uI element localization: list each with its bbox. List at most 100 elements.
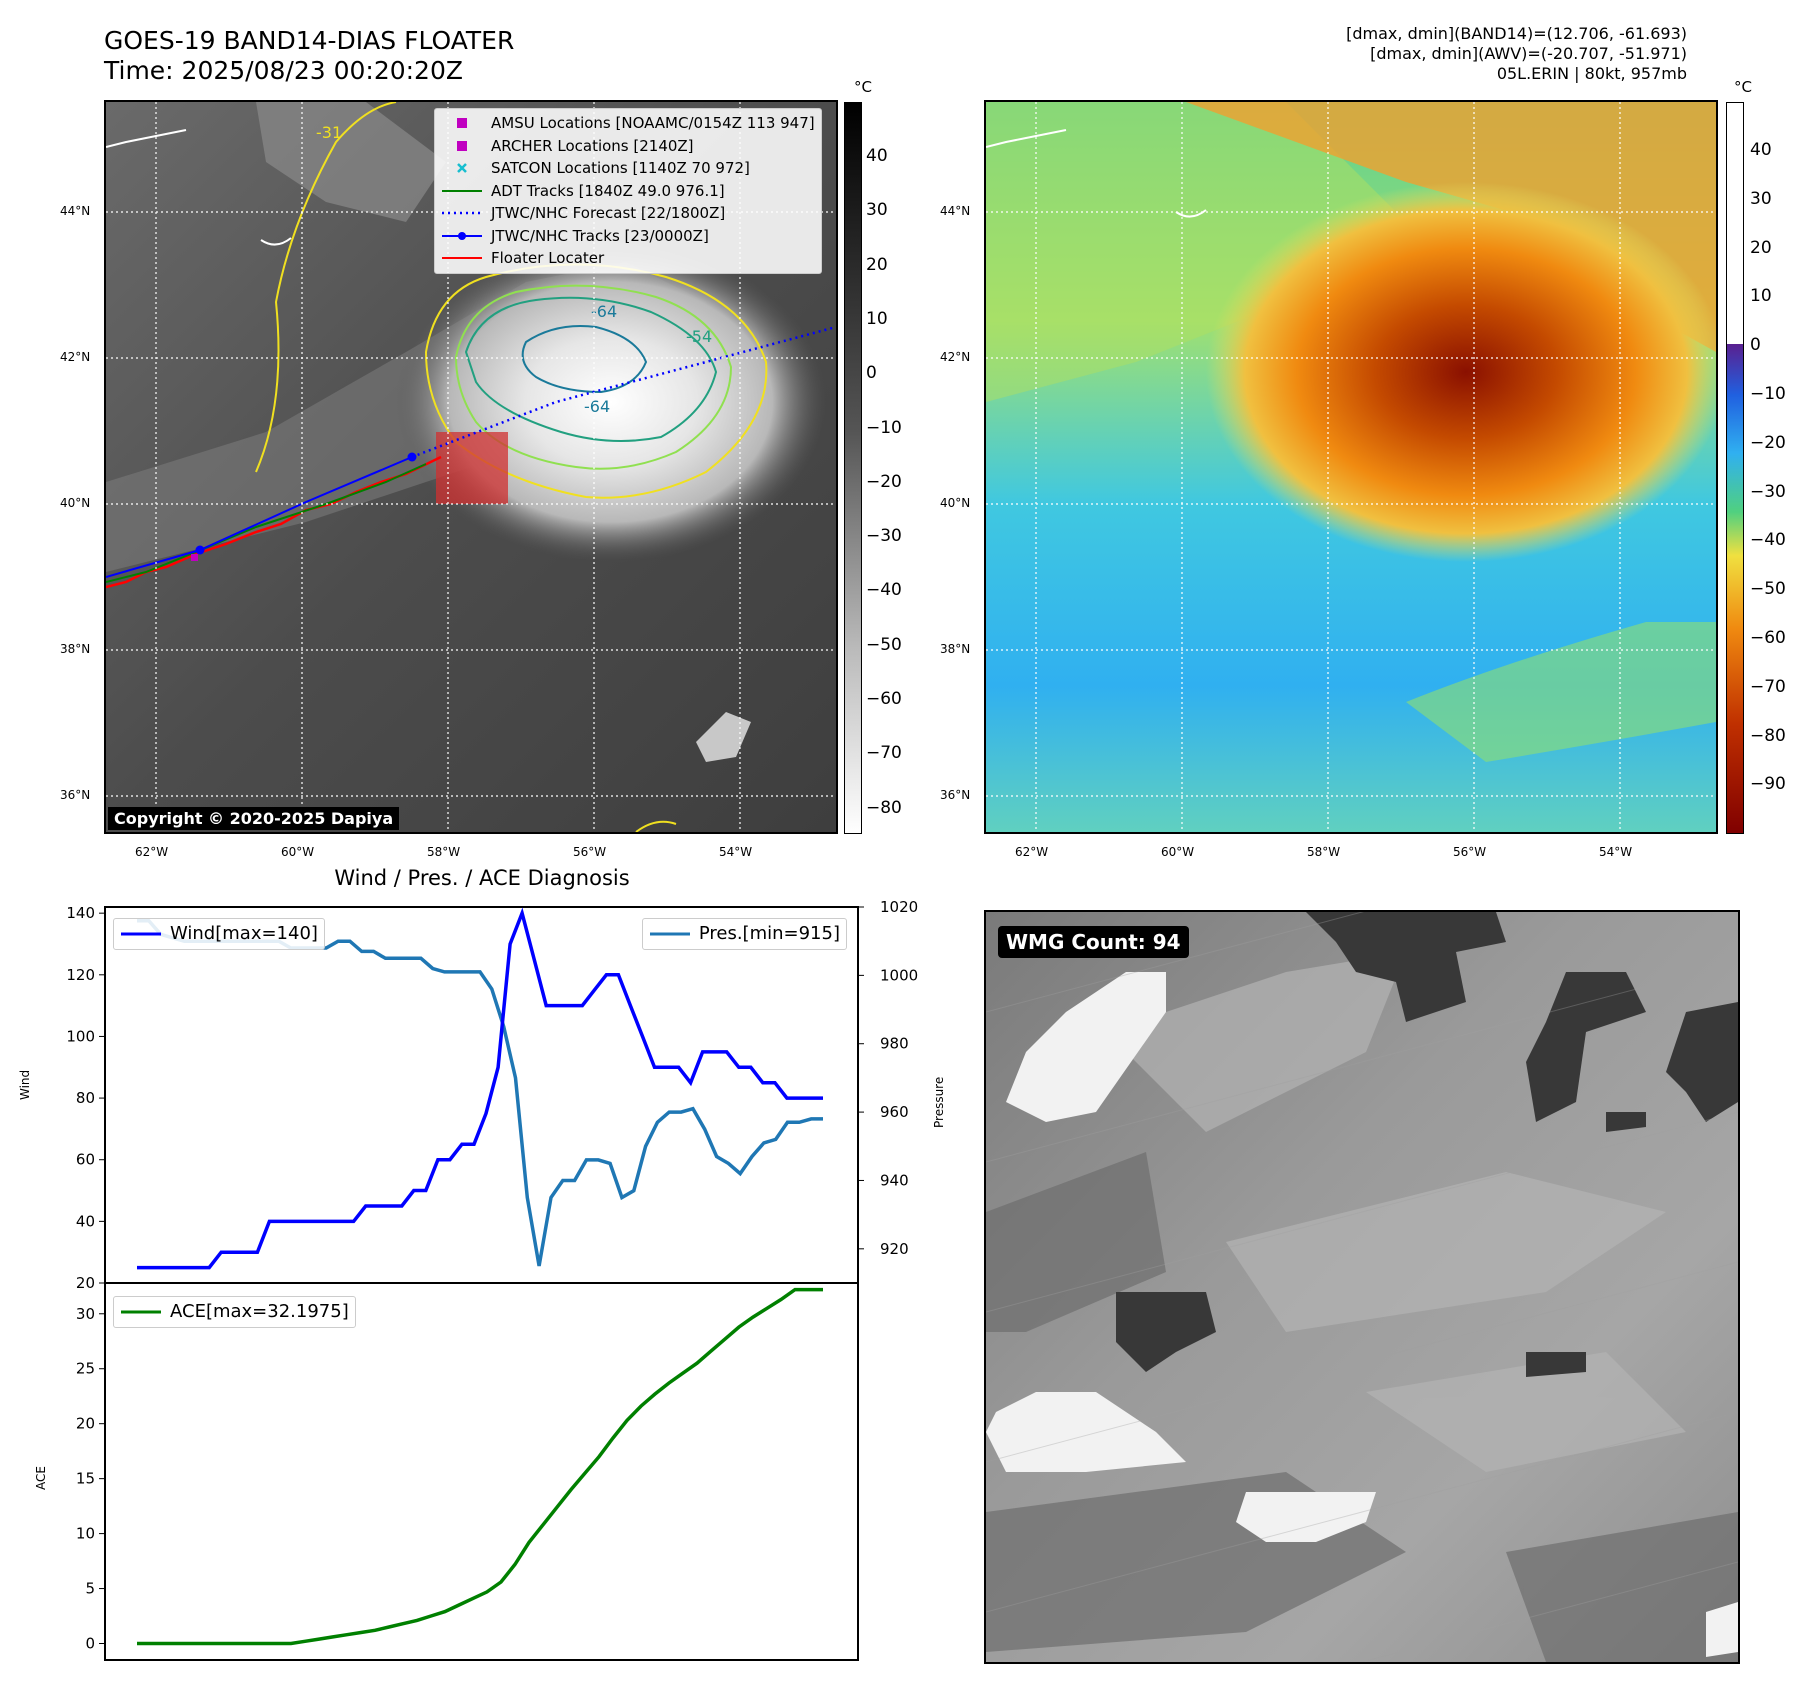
colorbar-tick-label: −10 — [1750, 384, 1786, 404]
lat-label: 40°N — [940, 496, 971, 510]
lon-label: 60°W — [281, 845, 315, 859]
contour-label: -54 — [686, 327, 712, 346]
lon-label: 62°W — [135, 845, 169, 859]
figure-title: GOES-19 BAND14-DIAS FLOATER — [104, 26, 515, 55]
solid-line-icon — [441, 252, 483, 264]
wmg-panel: WMG Count: 94 — [984, 910, 1740, 1664]
ace-legend: ACE[max=32.1975] — [113, 1296, 356, 1328]
lon-label: 62°W — [1015, 845, 1049, 859]
legend-item: AMSU Locations [NOAAMC/0154Z 113 947] — [441, 112, 815, 135]
awv-colorbar — [1726, 102, 1744, 834]
y-tick-label: 30 — [76, 1305, 95, 1323]
square-icon — [441, 117, 483, 129]
colorbar-tick-label: −70 — [1750, 676, 1786, 697]
legend-item: JTWC/NHC Forecast [22/1800Z] — [441, 202, 815, 225]
solid-line-icon — [649, 928, 691, 940]
lat-label: 44°N — [940, 204, 971, 218]
y-tick-label: 140 — [66, 904, 95, 922]
y-tick-label: 0 — [85, 1635, 95, 1653]
y2-tick-label: 920 — [880, 1240, 909, 1258]
lon-label: 56°W — [573, 845, 607, 859]
dmax-awv: [dmax, dmin](AWV)=(-20.707, -51.971) — [1370, 44, 1687, 63]
contour-label: -64 — [591, 302, 617, 321]
colorbar-tick-label: −50 — [1750, 579, 1786, 600]
colorbar-tick-label: 40 — [1750, 140, 1772, 160]
pres-legend: Pres.[min=915] — [641, 918, 847, 950]
diag-title: Wind / Pres. / ACE Diagnosis — [334, 866, 630, 890]
y2-tick-label: 1020 — [880, 898, 918, 916]
colorbar-tick-label: −40 — [866, 580, 902, 601]
legend-item: ARCHER Locations [2140Z] — [441, 135, 815, 158]
lon-label: 58°W — [427, 845, 461, 859]
lat-label: 42°N — [60, 350, 91, 364]
colorbar-tick-label: 40 — [866, 146, 888, 166]
colorbar-tick-label: −80 — [866, 797, 902, 818]
legend-item: SATCON Locations [1140Z 70 972] — [441, 157, 815, 180]
figure-time: Time: 2025/08/23 00:20:20Z — [104, 56, 463, 85]
lat-label: 36°N — [940, 788, 971, 802]
legend-item: Floater Locater — [441, 247, 815, 270]
storm-info: 05L.ERIN | 80kt, 957mb — [1496, 64, 1687, 83]
x-marker-icon — [441, 162, 483, 174]
y-tick-label: 120 — [66, 966, 95, 984]
colorbar-tick-label: −70 — [866, 743, 902, 764]
lon-label: 56°W — [1453, 845, 1487, 859]
y2-tick-label: 960 — [880, 1103, 909, 1121]
diag-chart: 2040608010012014092094096098010001020051… — [66, 898, 918, 1661]
ace-series-line — [137, 1287, 823, 1646]
colorbar-tick-label: 10 — [1750, 286, 1772, 307]
colorbar-tick-label: −40 — [1750, 530, 1786, 551]
colorbar-tick-label: 10 — [866, 308, 888, 329]
colorbar-tick-label: 30 — [1750, 188, 1772, 209]
y-tick-label: 40 — [76, 1212, 95, 1230]
y2-tick-label: 980 — [880, 1035, 909, 1053]
legend-item: ADT Tracks [1840Z 49.0 976.1] — [441, 180, 815, 203]
pressure-series-line — [137, 918, 823, 1267]
dmax-band14: [dmax, dmin](BAND14)=(12.706, -61.693) — [1346, 24, 1687, 43]
colorbar-tick-label: −80 — [1750, 725, 1786, 746]
colorbar-tick-label: 20 — [866, 254, 888, 275]
lon-label: 60°W — [1161, 845, 1195, 859]
lat-label: 40°N — [60, 496, 91, 510]
lat-label: 38°N — [60, 642, 91, 656]
colorbar-tick-label: −90 — [1750, 774, 1786, 795]
y-tick-label: 100 — [66, 1027, 95, 1045]
lat-label: 36°N — [60, 788, 91, 802]
colorbar-tick-label: 30 — [866, 200, 888, 221]
square-icon — [441, 140, 483, 152]
colorbar-tick-label: −30 — [1750, 481, 1786, 502]
line-dot-icon — [441, 230, 483, 242]
copyright-badge: Copyright © 2020-2025 Dapiya — [108, 807, 400, 830]
y-tick-label: 10 — [76, 1525, 95, 1543]
colorbar-tick-label: 0 — [866, 363, 877, 384]
contour-label: -31 — [316, 123, 342, 142]
y2-tick-label: 940 — [880, 1171, 909, 1189]
y-tick-label: 80 — [76, 1089, 95, 1107]
y-tick-label: 20 — [76, 1274, 95, 1292]
colorbar-tick-label: −50 — [866, 634, 902, 655]
y2-tick-label: 1000 — [880, 966, 918, 984]
colorbar-tick-label: −20 — [1750, 432, 1786, 453]
ir-colorbar — [844, 102, 862, 834]
wmg-count-badge: WMG Count: 94 — [998, 926, 1189, 958]
lat-label: 44°N — [60, 204, 91, 218]
solid-line-icon — [120, 1306, 162, 1318]
colorbar-tick-label: −30 — [866, 526, 902, 547]
pres-axis-label: Pressure — [932, 1076, 946, 1128]
colorbar-tick-label: −60 — [866, 689, 902, 709]
ir-map-panel: -64 -54 -64 -31 AMSU Locations [NOAAMC/0… — [104, 100, 838, 834]
colorbar-tick-label: −10 — [866, 417, 902, 438]
wind-axis-label: Wind — [18, 1069, 32, 1100]
y-tick-label: 15 — [76, 1470, 95, 1488]
ace-frame — [104, 1282, 859, 1661]
awv-colorbar-unit: °C — [1734, 78, 1752, 96]
contour-label: -64 — [584, 397, 610, 416]
ir-colorbar-unit: °C — [854, 78, 872, 96]
awv-map-panel — [984, 100, 1718, 834]
colorbar-tick-label: 20 — [1750, 237, 1772, 258]
lat-label: 38°N — [940, 642, 971, 656]
y-tick-label: 20 — [76, 1415, 95, 1433]
lon-label: 54°W — [719, 845, 753, 859]
lon-label: 58°W — [1307, 845, 1341, 859]
wmg-image — [986, 912, 1738, 1662]
